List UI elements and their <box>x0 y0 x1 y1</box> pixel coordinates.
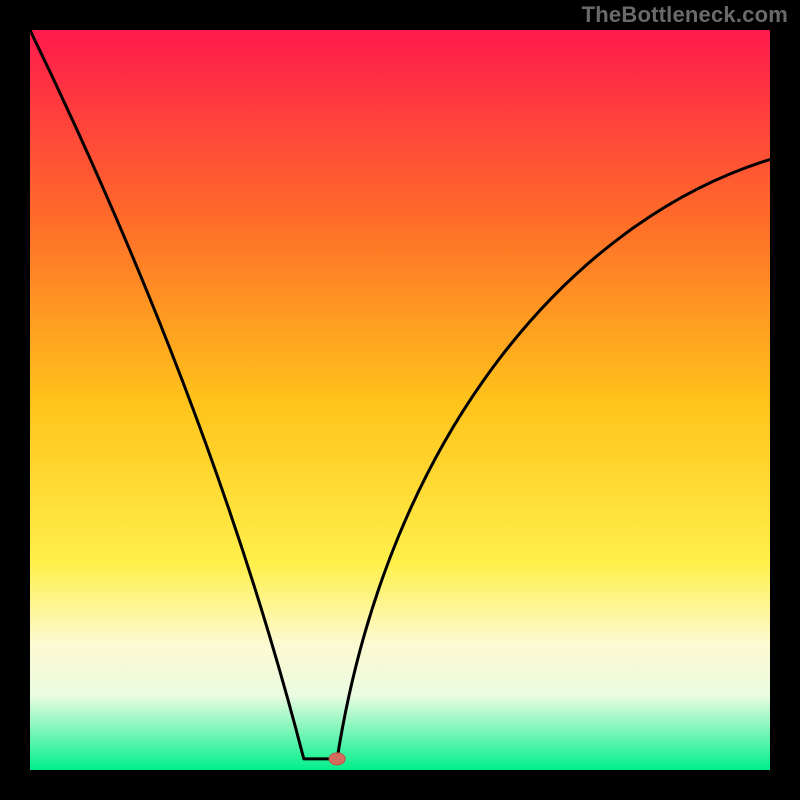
optimal-point-marker <box>329 753 345 765</box>
bottleneck-chart <box>0 0 800 800</box>
inner-plot-window <box>30 30 770 770</box>
chart-stage: TheBottleneck.com <box>0 0 800 800</box>
watermark-text: TheBottleneck.com <box>582 2 788 28</box>
